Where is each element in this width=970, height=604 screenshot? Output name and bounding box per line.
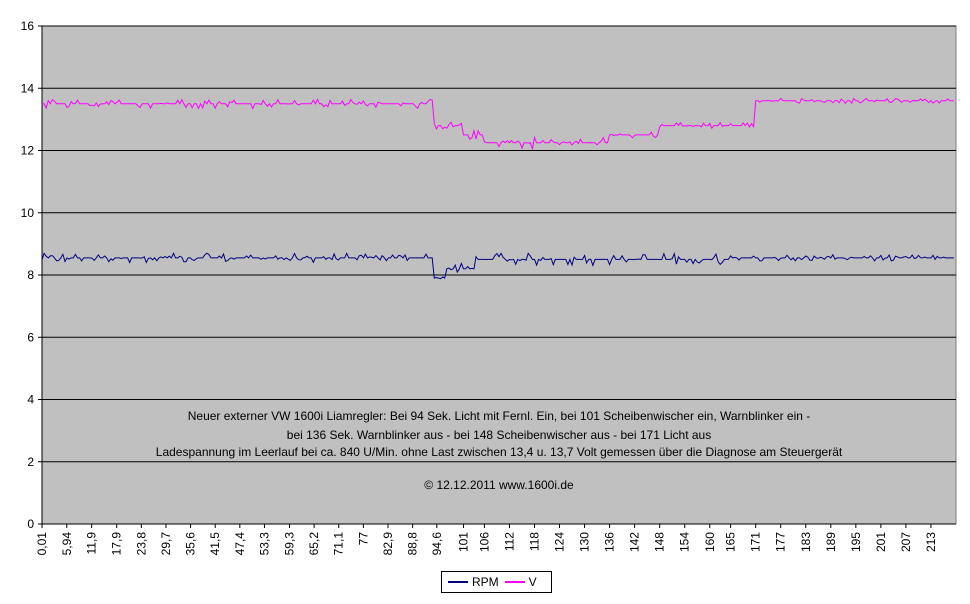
legend-label-rpm: RPM [472,575,499,589]
y-tick-label: 16 [21,19,35,33]
legend: RPM V [441,571,552,593]
legend-label-v: V [528,575,537,589]
x-tick-label: 195 [849,532,863,552]
x-tick-label: 88,8 [406,532,420,556]
x-tick-label: 177 [774,532,788,552]
x-tick-label: 47,4 [233,532,247,556]
x-tick-label: 154 [678,532,692,552]
x-tick-label: 213 [924,532,938,552]
x-tick-label: 101 [457,532,471,552]
x-tick-label: 29,7 [159,532,173,556]
y-axis-ticks: 0 2 4 6 8 10 12 14 16 [21,19,43,531]
x-tick-label: 148 [653,532,667,552]
x-tick-label: 112 [502,532,516,551]
x-tick-label: 183 [799,532,813,552]
x-tick-label: 160 [703,532,717,552]
x-tick-label: 94,6 [430,532,444,556]
x-tick-label: 189 [824,532,838,552]
x-tick-label: 23,8 [134,532,148,556]
y-tick-label: 0 [27,517,34,531]
legend-line-v [504,581,525,583]
x-tick-label: 124 [553,532,567,552]
x-tick-label: 165 [724,532,738,552]
legend-item-v: V [504,575,537,589]
x-tick-label: 53,3 [257,532,271,556]
x-tick-label: 5,94 [60,532,74,556]
annotation-line-1: Neuer externer VW 1600i Liamregler: Bei … [187,409,811,423]
x-tick-label: 65,2 [307,532,321,556]
x-tick-label: 207 [899,532,913,552]
x-tick-label: 106 [477,532,491,552]
x-tick-label: 41,5 [208,532,222,556]
x-tick-label: 82,9 [381,532,395,556]
legend-line-rpm [448,581,468,583]
x-tick-label: 136 [603,532,617,552]
x-tick-label: 142 [628,532,642,552]
annotation-line-2: bei 136 Sek. Warnblinker aus - bei 148 S… [286,428,712,442]
series-layer [41,97,954,280]
x-tick-label: 118 [527,532,541,551]
x-axis-ticks: 0,01 5,94 11,9 17,9 23,8 29,7 35,6 41,5 47,4 53,3… [35,523,956,556]
x-tick-label: 130 [578,532,592,552]
y-tick-label: 4 [27,393,34,407]
y-tick-label: 14 [21,81,35,95]
series-line-v [42,97,954,151]
x-tick-label: 77 [356,532,370,546]
x-tick-label: 0,01 [35,532,49,556]
x-tick-label: 11,9 [85,532,99,555]
y-tick-label: 8 [27,268,34,282]
y-tick-label: 10 [21,206,35,220]
x-tick-label: 201 [874,532,888,552]
legend-item-rpm: RPM [448,575,499,589]
annotation-copyright: © 12.12.2011 www.1600i.de [424,478,574,492]
series-line-rpm [41,252,954,280]
annotation-line-3: Ladespannung im Leerlauf bei ca. 840 U/M… [155,445,843,459]
y-tick-label: 2 [27,455,34,469]
x-tick-label: 35,6 [184,532,198,556]
x-tick-label: 71,1 [332,532,346,556]
y-tick-label: 6 [27,330,34,344]
x-tick-label: 17,9 [110,532,124,556]
x-tick-label: 59,3 [282,532,296,556]
x-tick-label: 171 [749,532,763,552]
y-tick-label: 12 [21,144,35,158]
